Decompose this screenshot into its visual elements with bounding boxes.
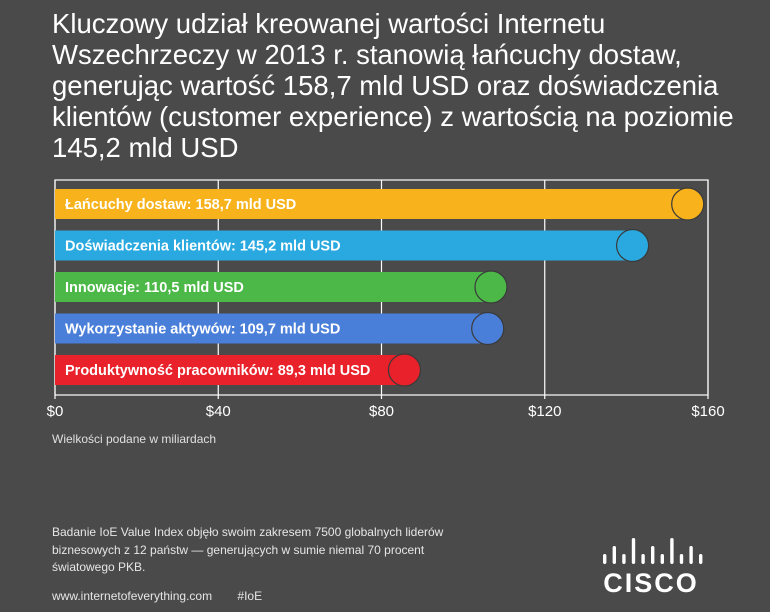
bar-label: Doświadczenia klientów: 145,2 mld USD [65, 239, 341, 255]
x-tick-label: $80 [369, 403, 394, 420]
source-footnote: Badanie IoE Value Index objęło swoim zak… [52, 525, 444, 574]
logo-bar [679, 554, 684, 564]
cisco-logo: CISCO [596, 536, 706, 598]
bar [55, 272, 491, 302]
logo-bar [651, 546, 655, 564]
bars-layer: Łańcuchy dostaw: 158,7 mld USD Doświadcze… [55, 187, 705, 387]
footer-url[interactable]: www.internetofeverything.com [52, 589, 213, 603]
logo-bar [641, 554, 645, 564]
logo-bar [660, 554, 664, 564]
logo-bar [670, 538, 674, 564]
bar [55, 355, 405, 385]
bar [55, 189, 688, 219]
bar [55, 313, 488, 344]
x-tick-label: $160 [691, 403, 724, 420]
logo-bar [699, 554, 703, 564]
logo-bar [612, 546, 616, 564]
footer-hashtag: #IoE [237, 589, 263, 603]
bar-end-circle [615, 228, 650, 263]
logo-bar [603, 554, 607, 564]
logo-bar [631, 538, 636, 564]
x-tick-label: $120 [528, 403, 561, 420]
footer-links: www.internetofeverything.com #IoE [52, 589, 284, 603]
x-tick-label: $40 [206, 403, 231, 420]
bar-end-circle [474, 270, 508, 304]
cisco-bridge-icon [603, 538, 703, 564]
x-axis: $0 $40 $80 $120 $160 [47, 403, 725, 420]
chart-headline: Kluczowy udział kreowanej wartości Inter… [52, 8, 734, 163]
bar-end-circle [387, 353, 422, 387]
logo-wordmark: CISCO [603, 568, 699, 598]
bar-end-circle [471, 311, 505, 346]
logo-bar [622, 554, 626, 564]
bar [55, 230, 633, 261]
bar-label: Wykorzystanie aktywów: 109,7 mld USD [65, 322, 340, 338]
bar-end-circle [671, 187, 705, 221]
bar-label: Innowacje: 110,5 mld USD [65, 280, 244, 296]
unit-note: Wielkości podane w miliardach [52, 432, 217, 446]
logo-bar [689, 546, 693, 564]
x-tick-label: $0 [47, 403, 64, 420]
bar-label: Produktywność pracowników: 89,3 mld USD [65, 363, 370, 379]
bar-label: Łańcuchy dostaw: 158,7 mld USD [65, 197, 296, 213]
